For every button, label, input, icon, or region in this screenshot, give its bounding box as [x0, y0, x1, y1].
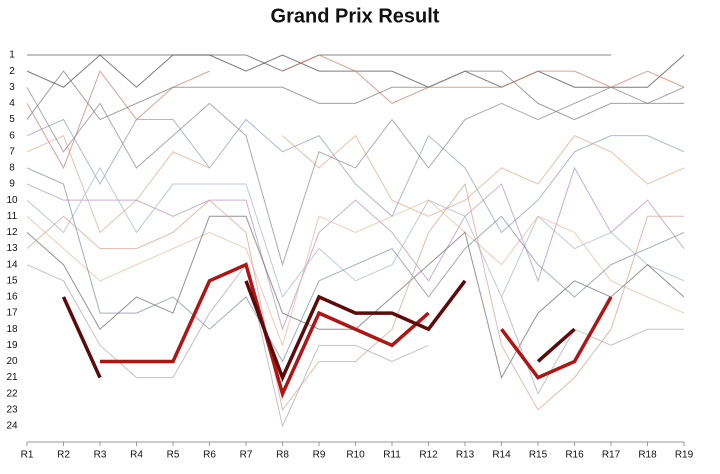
- x-tick-label: R7: [240, 450, 253, 461]
- driver-line: [27, 54, 611, 72]
- x-tick-label: R3: [94, 450, 107, 461]
- driver-line: [26, 166, 685, 299]
- y-tick-label: 24: [6, 421, 18, 432]
- y-tick-label: 9: [9, 179, 15, 190]
- x-tick-label: R17: [602, 450, 621, 461]
- x-tick-label: R19: [675, 450, 694, 461]
- y-tick-label: 16: [6, 292, 18, 303]
- x-tick-label: R18: [638, 450, 657, 461]
- driver-line: [26, 70, 684, 121]
- y-tick-label: 3: [9, 82, 15, 93]
- y-tick-label: 19: [6, 340, 18, 351]
- driver-line: [26, 134, 685, 234]
- driver-line: [26, 215, 685, 379]
- y-tick-label: 13: [6, 243, 18, 254]
- y-tick-label: 11: [7, 211, 18, 222]
- x-tick-label: R12: [419, 450, 438, 461]
- x-tick-label: R9: [313, 450, 326, 461]
- driver-line: [26, 54, 685, 170]
- x-tick-label: R1: [21, 450, 34, 461]
- y-tick-label: 2: [9, 66, 15, 77]
- highlight-line: [61, 279, 576, 383]
- y-tick-label: 14: [6, 259, 18, 270]
- y-tick-label: 1: [9, 50, 15, 61]
- driver-line: [26, 118, 685, 234]
- y-tick-label: 23: [6, 405, 18, 416]
- y-tick-label: 4: [9, 98, 15, 109]
- driver-line: [26, 182, 684, 412]
- x-tick-label: R5: [167, 450, 180, 461]
- y-tick-label: 10: [6, 195, 18, 206]
- y-tick-label: 7: [9, 146, 15, 157]
- driver-line: [26, 167, 685, 363]
- y-tick-label: 20: [6, 356, 18, 367]
- driver-line: [26, 86, 685, 267]
- x-tick-label: R15: [529, 450, 548, 461]
- y-tick-label: 12: [6, 227, 18, 238]
- y-tick-label: 8: [9, 163, 15, 174]
- y-tick-label: 22: [6, 388, 18, 399]
- x-tick-label: R13: [456, 450, 475, 461]
- x-tick-label: R16: [565, 450, 584, 461]
- y-tick-label: 6: [9, 130, 15, 141]
- x-tick-label: R2: [57, 450, 70, 461]
- x-tick-label: R8: [276, 450, 289, 461]
- y-tick-label: 17: [6, 308, 18, 319]
- driver-line: [26, 199, 685, 347]
- highlight-line: [100, 262, 613, 399]
- chart-title: Grand Prix Result: [271, 5, 440, 27]
- driver-line: [26, 263, 684, 428]
- driver-line: [26, 166, 685, 331]
- x-tick-label: R11: [383, 450, 401, 461]
- y-tick-label: 21: [6, 372, 18, 383]
- y-tick-label: 18: [6, 324, 18, 335]
- y-tick-label: 15: [6, 275, 18, 286]
- x-tick-label: R10: [346, 450, 365, 461]
- x-tick-label: R6: [203, 450, 216, 461]
- x-tick-label: R4: [130, 450, 143, 461]
- x-tick-label: R14: [492, 450, 511, 461]
- y-tick-label: 5: [9, 114, 15, 125]
